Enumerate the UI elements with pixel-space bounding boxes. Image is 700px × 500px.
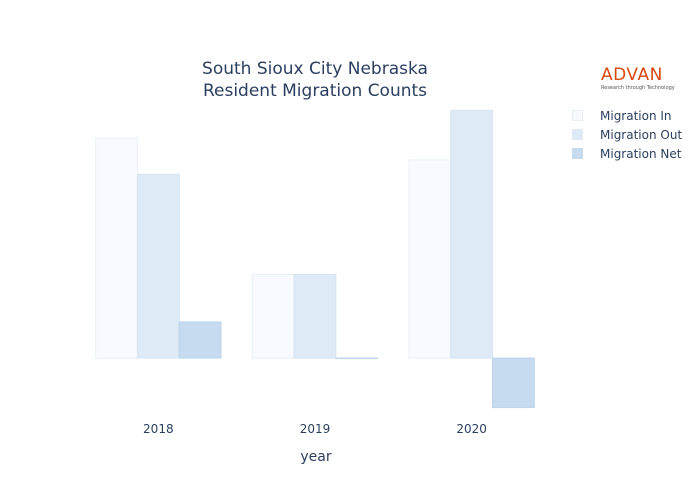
bars-layer [95,109,535,409]
bar-migration-out-2019[interactable] [293,273,337,359]
x-tick-labels: 2018 2019 2020 [143,422,487,436]
chart-title-line-2: Resident Migration Counts [202,81,428,101]
logo-tagline: Research through Technology [601,85,675,91]
bar-migration-in-2020[interactable] [408,159,452,359]
logo-wordmark: ADVAN [601,65,663,85]
advan-logo: ADVAN Research through Technology [601,65,675,91]
bar-migration-net-2020[interactable] [492,357,535,409]
x-tick-label-2018: 2018 [143,422,174,436]
legend-item-migration-in[interactable]: Migration In [572,106,682,125]
legend-item-migration-net[interactable]: Migration Net [572,144,682,163]
legend-swatch-migration-out [572,129,583,140]
x-tick-label-2020: 2020 [456,422,487,436]
x-axis-title: year [300,449,331,465]
legend-label-migration-out: Migration Out [600,127,683,142]
chart-title: South Sioux City Nebraska Resident Migra… [140,58,490,102]
chart-title-line-1: South Sioux City Nebraska [202,59,428,79]
bar-migration-in-2019[interactable] [251,273,295,359]
bar-migration-out-2018[interactable] [136,173,180,359]
bar-migration-in-2018[interactable] [95,137,138,359]
legend-item-migration-out[interactable]: Migration Out [572,125,682,144]
legend-label-migration-in: Migration In [600,108,672,123]
legend-swatch-migration-in [572,110,583,121]
x-tick-label-2019: 2019 [300,422,331,436]
legend-swatch-migration-net [572,148,583,159]
bar-migration-net-2019[interactable] [335,357,379,360]
legend-label-migration-net: Migration Net [600,146,682,161]
bar-migration-out-2020[interactable] [450,109,494,359]
legend: Migration In Migration Out Migration Net [572,106,682,163]
bar-migration-net-2018[interactable] [178,321,222,359]
